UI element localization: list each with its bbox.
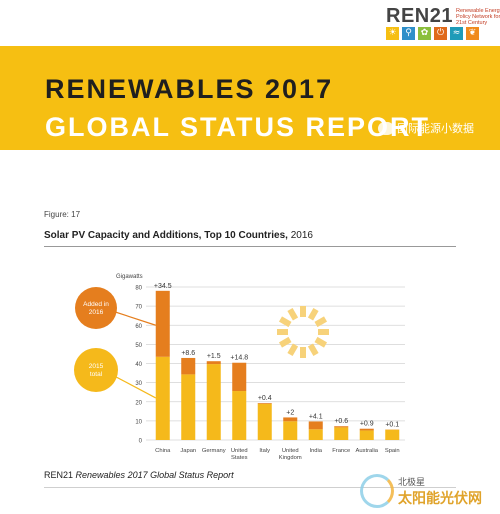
footer-report-name: Renewables 2017 Global Status Report (75, 470, 234, 480)
y-tick-label: 50 (135, 343, 142, 349)
category-label: Australia (355, 448, 378, 454)
category-label: United (282, 448, 299, 454)
category-label: Italy (259, 448, 270, 454)
watermark-line2: 太阳能光伏网 (398, 490, 482, 507)
y-tick-label: 80 (135, 286, 142, 292)
sunburst-ray (314, 316, 328, 328)
bar-added-2016 (283, 417, 298, 422)
category-label: France (332, 448, 350, 454)
category-label: States (231, 455, 248, 461)
bar-added-2016 (181, 357, 196, 375)
logo-wordmark: REN21 (386, 5, 453, 27)
chart-title-year: 2016 (287, 230, 313, 241)
bar-added-2016 (308, 421, 323, 430)
category-label: United (231, 448, 248, 454)
category-label: Kingdom (279, 455, 302, 461)
bar-2015-total (308, 429, 323, 440)
legend-2015-label-line: total (90, 371, 103, 378)
bar-2015-total (155, 356, 170, 440)
sunburst-ray (307, 343, 319, 357)
footer-org: REN21 (44, 470, 74, 480)
data-label: +34.5 (154, 283, 172, 290)
sun-icon: ☀ (386, 27, 399, 40)
data-label: +0.4 (258, 395, 272, 402)
solar-pv-bar-chart: 0 10 20 30 40 50 60 70 80 Gigawatts +34.5 China +8.6… (74, 274, 405, 461)
sunburst-ray (314, 336, 328, 348)
bar-2015-total (232, 391, 247, 440)
legend-2015-label-line: 2015 (89, 363, 104, 370)
y-tick-label: 70 (135, 305, 142, 311)
category-label: Germany (202, 448, 226, 454)
report-subtitle: GLOBAL STATUS REPORT (45, 112, 431, 142)
sunburst-ray (278, 336, 292, 348)
y-tick-label: 60 (135, 324, 142, 330)
bar-2015-total (257, 403, 272, 440)
title-banner (0, 46, 500, 150)
chart-title: Solar PV Capacity and Additions, Top 10 … (44, 230, 313, 241)
sunburst-ray (287, 343, 299, 357)
category-label: India (309, 448, 322, 454)
legend-2015-circle (74, 348, 118, 392)
bar-2015-total (181, 374, 196, 440)
leaf-icon: ❦ (466, 27, 479, 40)
bar-added-2016 (257, 403, 272, 404)
wind-icon: ⚲ (402, 27, 415, 40)
data-label: +2 (286, 409, 294, 416)
bar-2015-total (359, 430, 374, 440)
bar-2015-total (283, 421, 298, 440)
category-label: China (155, 448, 171, 454)
data-label: +8.6 (181, 350, 195, 357)
site-watermark: 北极星 太阳能光伏网 (360, 474, 482, 508)
y-tick-label: 10 (135, 419, 142, 425)
ren21-logo: REN21 Renewable Energy Policy Network fo… (386, 6, 500, 26)
bar-added-2016 (155, 290, 170, 357)
data-label: +0.9 (360, 421, 374, 428)
category-label: Spain (385, 448, 400, 454)
data-label: +0.1 (385, 421, 399, 428)
wave-icon: ≈ (450, 27, 463, 40)
y-axis-label: Gigawatts (116, 274, 143, 280)
watermark-text: 国际能源小数据 (397, 122, 474, 135)
footer-rule (44, 487, 456, 488)
chat-bubble-icon (378, 121, 394, 135)
y-tick-label: 30 (135, 381, 142, 387)
power-icon: ⏻ (434, 27, 447, 40)
legend-added-label-line: Added in (83, 301, 109, 308)
bar-2015-total (385, 429, 400, 440)
bar-2015-total (334, 427, 349, 440)
logo-icon-row: ☀ ⚲ ✿ ⏻ ≈ ❦ (386, 27, 479, 40)
data-label: +4.1 (309, 413, 323, 420)
bar-added-2016 (334, 426, 349, 428)
category-label: Japan (180, 448, 196, 454)
data-label: +14.8 (230, 355, 248, 362)
report-title: RENEWABLES 2017 (45, 74, 334, 104)
sunburst-ray (278, 316, 292, 328)
sunburst-ray (307, 307, 319, 321)
footer: REN21 Renewables 2017 Global Status Repo… (44, 470, 234, 480)
wechat-watermark: 国际能源小数据 (378, 120, 474, 136)
figure-label: Figure: 17 (44, 210, 81, 219)
title-divider (44, 246, 456, 247)
legend-added-circle (75, 287, 117, 329)
header-band (0, 0, 500, 46)
bar-added-2016 (206, 361, 221, 365)
sunburst-ray (287, 307, 299, 321)
legend-added-label-line: 2016 (89, 309, 104, 316)
bar-2015-total (206, 364, 221, 440)
bio-icon: ✿ (418, 27, 431, 40)
data-label: +1.5 (207, 353, 221, 360)
y-tick-label: 20 (135, 400, 142, 406)
bar-added-2016 (359, 428, 374, 431)
bar-added-2016 (232, 362, 247, 392)
logo-tagline: Renewable Energy Policy Network for the … (455, 8, 500, 26)
swirl-logo-icon (360, 474, 394, 508)
y-tick-label: 40 (135, 362, 142, 368)
chart-title-text: Solar PV Capacity and Additions, Top 10 … (44, 230, 288, 241)
watermark-line1: 北极星 (398, 477, 426, 488)
data-label: +0.6 (334, 418, 348, 425)
y-tick-label: 0 (139, 439, 143, 445)
